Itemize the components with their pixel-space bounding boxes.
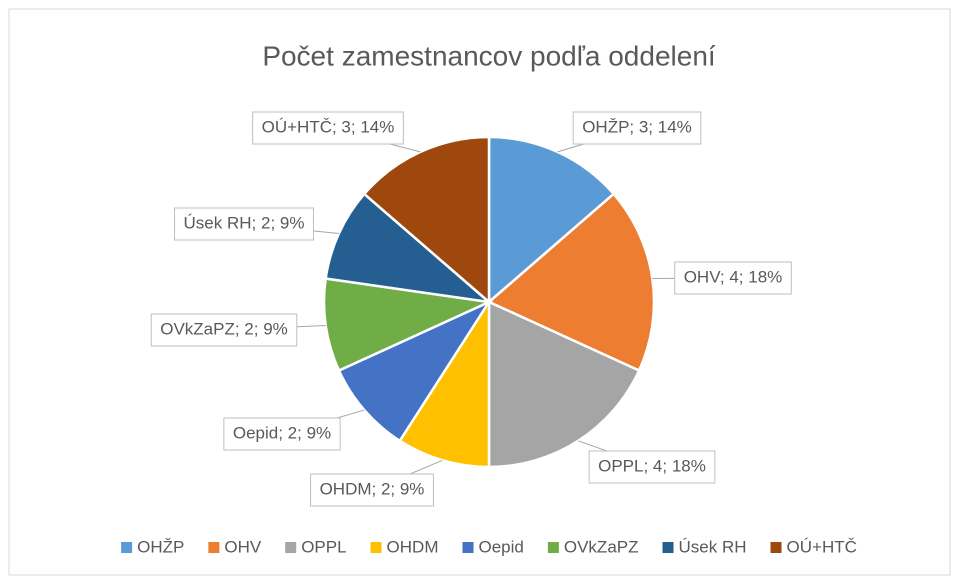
label-box — [150, 313, 298, 347]
label-box — [310, 473, 434, 507]
label-box — [223, 417, 341, 451]
legend-swatch — [462, 542, 474, 553]
data-label: OPPL; 4; 18% — [598, 456, 706, 475]
data-label: Úsek RH; 2; 9% — [184, 213, 305, 232]
label-box — [572, 111, 702, 145]
data-label: OVkZaPZ; 2; 9% — [160, 319, 288, 338]
legend-label: Oepid — [479, 537, 524, 556]
legend-swatch — [370, 542, 382, 553]
label-box — [252, 111, 404, 145]
legend-label: OHDM — [387, 537, 439, 556]
data-label: OHDM; 2; 9% — [320, 479, 425, 498]
pie-slice — [487, 300, 641, 469]
pie-slice — [324, 192, 494, 304]
label-box — [174, 207, 314, 241]
legend-label: Úsek RH — [679, 537, 747, 556]
legend-swatch — [662, 542, 674, 553]
pie-slice — [337, 299, 493, 443]
legend-swatch — [285, 542, 297, 553]
legend-label: OHŽP — [137, 537, 184, 556]
legend-label: OÚ+HTČ — [787, 537, 857, 556]
data-label: OHV; 4; 18% — [684, 267, 783, 286]
pie-slice — [322, 277, 494, 373]
legend-label: OVkZaPZ — [564, 537, 639, 556]
data-label: Oepid; 2; 9% — [233, 423, 331, 442]
data-label: OÚ+HTČ; 3; 14% — [262, 117, 395, 136]
pie-slice — [486, 192, 656, 373]
chart-title: Počet zamestnancov podľa oddelení — [262, 40, 716, 71]
legend-swatch — [208, 542, 220, 553]
legend-label: OPPL — [301, 537, 346, 556]
label-box — [674, 261, 792, 295]
data-label: OHŽP; 3; 14% — [582, 117, 692, 136]
legend-swatch — [547, 542, 559, 553]
legend-label: OHV — [224, 537, 262, 556]
label-box — [588, 450, 716, 484]
legend: OHŽP OHV OPPL OHDM Oepid OVkZaPZ Úsek RH OÚ+HTČ — [121, 537, 857, 556]
legend-swatch — [770, 542, 782, 553]
pie-slice — [398, 297, 491, 469]
legend-swatch — [121, 542, 133, 553]
